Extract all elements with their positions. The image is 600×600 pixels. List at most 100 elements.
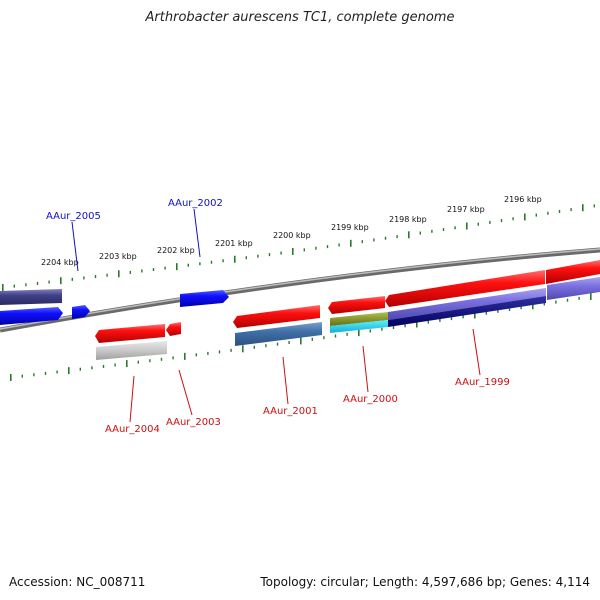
scale-minor-tick [36, 281, 39, 285]
map-title: Arthrobacter aurescens TC1, complete gen… [145, 10, 455, 25]
scale-minor-tick [361, 240, 363, 244]
gene-block-lavender-aaur-1999 [388, 288, 546, 320]
scale-major-tick [176, 263, 178, 271]
scale-minor-tick [566, 298, 569, 302]
forward-gene-tracks [0, 260, 600, 328]
gene-block-grey-aaur-2004 [96, 341, 167, 360]
scale-minor-tick [535, 213, 537, 217]
gene-label-aaur-2003[interactable]: AAur_2003 [166, 417, 221, 428]
scale-minor-tick [477, 222, 479, 226]
scale-minor-tick [245, 256, 247, 260]
scale-minor-tick [265, 344, 267, 348]
gene-arrow-aaur-2003[interactable] [166, 322, 181, 336]
scale-minor-tick [160, 357, 163, 361]
gene-block-darknavy-aaur-1999 [388, 296, 546, 327]
scale-minor-tick [555, 300, 557, 304]
scale-major-tick [416, 320, 418, 328]
scale-major-tick [350, 239, 352, 247]
scale-minor-tick [94, 275, 97, 279]
gene-label-aaur-2004[interactable]: AAur_2004 [105, 424, 160, 435]
scale-minor-tick [137, 360, 139, 364]
scale-major-tick [10, 374, 12, 381]
scale-major-tick [2, 284, 4, 291]
scale-minor-tick [253, 345, 255, 349]
scale-minor-tick [56, 370, 58, 374]
scale-major-tick [582, 204, 584, 212]
gene-block-cyan-aaur-2000 [330, 320, 388, 333]
scale-minor-tick [257, 254, 259, 258]
scale-minor-tick [129, 270, 131, 274]
gene-block-steel-aaur-2001 [235, 322, 322, 346]
scale-minor-tick [199, 262, 201, 266]
scale-major-tick [300, 337, 302, 345]
scale-minor-tick [450, 317, 453, 321]
scale-minor-tick [13, 284, 15, 288]
gene-block-blue-left [0, 307, 63, 325]
scale-major-tick [184, 352, 186, 360]
scale-minor-tick [578, 296, 580, 300]
scale-minor-tick [152, 268, 155, 272]
genome-backbone-highlight [0, 248, 600, 330]
scale-minor-tick [268, 253, 271, 257]
scale-major-tick [68, 367, 70, 375]
scale-minor-tick [419, 231, 421, 235]
gene-block-red-upper-right [385, 270, 545, 307]
gene-block-red-aaur-2001-top [233, 305, 320, 328]
kbp-label-2204: 2204 kbp [41, 258, 79, 267]
gene-arrow-aaur-2002[interactable] [180, 290, 229, 307]
scale-minor-tick [543, 302, 545, 306]
kbp-scale-upper [2, 204, 595, 291]
scale-minor-tick [500, 219, 503, 223]
scale-major-tick [126, 360, 128, 368]
scale-minor-tick [497, 309, 499, 313]
scale-minor-tick [323, 336, 325, 340]
scale-minor-tick [326, 245, 329, 249]
kbp-labels: 2204 kbp 2203 kbp 2202 kbp 2201 kbp 2200… [41, 195, 542, 267]
scale-minor-tick [392, 325, 395, 329]
gene-label-aaur-2001[interactable]: AAur_2001 [263, 406, 318, 417]
scale-minor-tick [508, 308, 511, 312]
scale-minor-tick [373, 238, 375, 242]
gene-block-olive-aaur-2000 [330, 312, 388, 326]
kbp-label-2202: 2202 kbp [157, 246, 195, 255]
scale-minor-tick [288, 341, 290, 345]
gene-block-lavender-far-right [547, 277, 600, 300]
accession-text: Accession: NC_008711 [9, 575, 146, 589]
scale-minor-tick [547, 211, 549, 215]
scale-minor-tick [187, 263, 189, 267]
gene-label-aaur-2002[interactable]: AAur_2002 [168, 198, 223, 209]
kbp-label-2198: 2198 kbp [389, 215, 427, 224]
gene-arrow-aaur-2005[interactable] [72, 305, 90, 319]
scale-major-tick [474, 311, 476, 319]
scale-minor-tick [439, 318, 441, 322]
scale-minor-tick [71, 277, 73, 281]
scale-major-tick [292, 247, 294, 255]
scale-minor-tick [427, 320, 429, 324]
scale-major-tick [408, 231, 410, 239]
scale-minor-tick [149, 359, 151, 363]
scale-minor-tick [280, 251, 282, 255]
scale-minor-tick [311, 337, 313, 341]
scale-major-tick [532, 302, 534, 310]
kbp-label-2199: 2199 kbp [331, 223, 369, 232]
genome-backbone [0, 247, 600, 333]
scale-minor-tick [114, 363, 116, 367]
scale-major-tick [234, 255, 236, 263]
gene-arrow-aaur-2004[interactable] [95, 324, 165, 343]
scale-minor-tick [462, 315, 464, 319]
scale-minor-tick [558, 209, 561, 213]
scale-minor-tick [48, 280, 50, 284]
scale-minor-tick [570, 208, 572, 212]
callout-line-aaur-2002 [193, 208, 201, 258]
callout-line-aaur-2001 [282, 356, 289, 405]
scale-minor-tick [442, 228, 445, 232]
reverse-gene-tracks [95, 277, 600, 360]
gene-label-aaur-2005[interactable]: AAur_2005 [46, 211, 101, 222]
scale-minor-tick [485, 311, 487, 315]
gene-label-aaur-2000[interactable]: AAur_2000 [343, 394, 398, 405]
gene-label-aaur-1999[interactable]: AAur_1999 [455, 377, 510, 388]
scale-minor-tick [520, 306, 522, 310]
scale-minor-tick [25, 283, 27, 287]
scale-minor-tick [207, 351, 209, 355]
